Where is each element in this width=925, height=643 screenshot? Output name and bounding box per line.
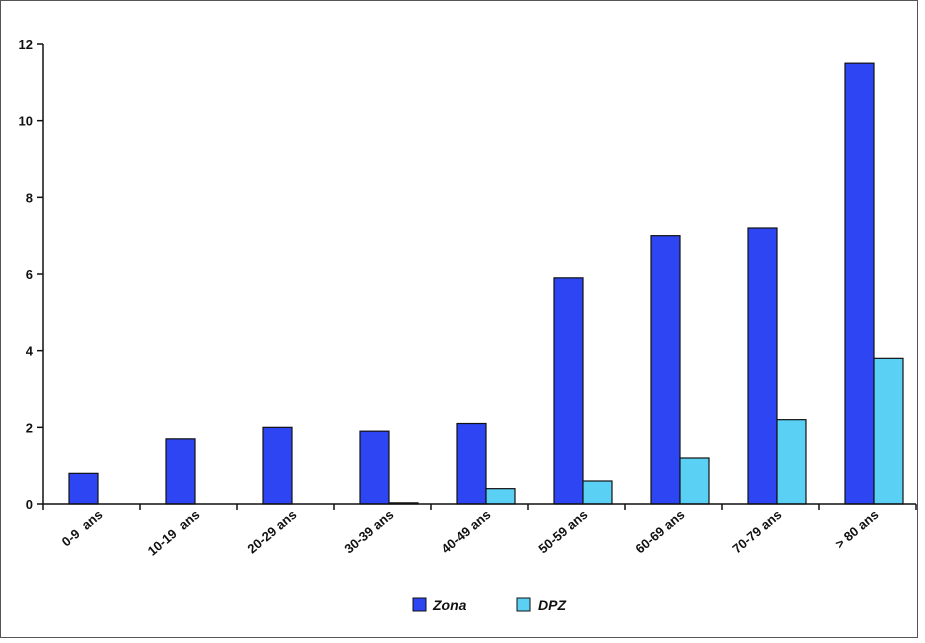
x-tick-label: 30-39 ans [341,507,396,557]
y-axis-ticks: 0 2 4 6 8 10 12 [19,37,43,512]
x-tick-label: 0-9 ans [59,507,106,550]
bar-dpz-4 [485,488,516,505]
x-tick-label: 70-79 ans [729,507,784,557]
bar-zona-3 [359,430,390,505]
bars-layer [68,62,904,505]
bar-dpz-5 [582,480,613,505]
bar-zona-8 [844,62,875,505]
bar-dpz-8 [873,357,904,505]
x-tick-label: 60-69 ans [632,507,687,557]
bar-zona-0 [68,472,99,505]
legend-swatch-dpz [516,597,531,612]
y-tick-label: 12 [19,37,33,52]
legend: Zona DPZ [412,597,566,613]
bar-zona-2 [262,426,293,505]
x-tick-label: 50-59 ans [535,507,590,557]
bar-zona-7 [747,227,778,505]
y-tick-label: 4 [26,344,34,359]
legend-label-dpz: DPZ [538,597,566,613]
y-tick-label: 2 [26,420,33,435]
bar-zona-4 [456,422,487,505]
bar-zona-6 [650,235,681,505]
x-tick-label: 20-29 ans [244,507,299,557]
x-tick-label: 10-19 ans [145,507,203,559]
bar-dpz-6 [679,457,710,505]
x-tick-label: > 80 ans [832,507,881,552]
legend-label-zona: Zona [432,597,467,613]
x-tick-label: 40-49 ans [438,507,493,557]
bar-zona-5 [553,277,584,505]
bar-dpz-7 [776,419,807,505]
y-tick-label: 8 [26,190,33,205]
y-tick-label: 10 [19,114,33,129]
y-tick-label: 6 [26,267,33,282]
bar-zona-1 [165,438,196,505]
x-axis-ticks: 0-9 ans 10-19 ans 20-29 ans 30-39 ans 40-49 … [42,504,917,559]
legend-swatch-zona [412,597,427,612]
y-tick-label: 0 [26,497,33,512]
